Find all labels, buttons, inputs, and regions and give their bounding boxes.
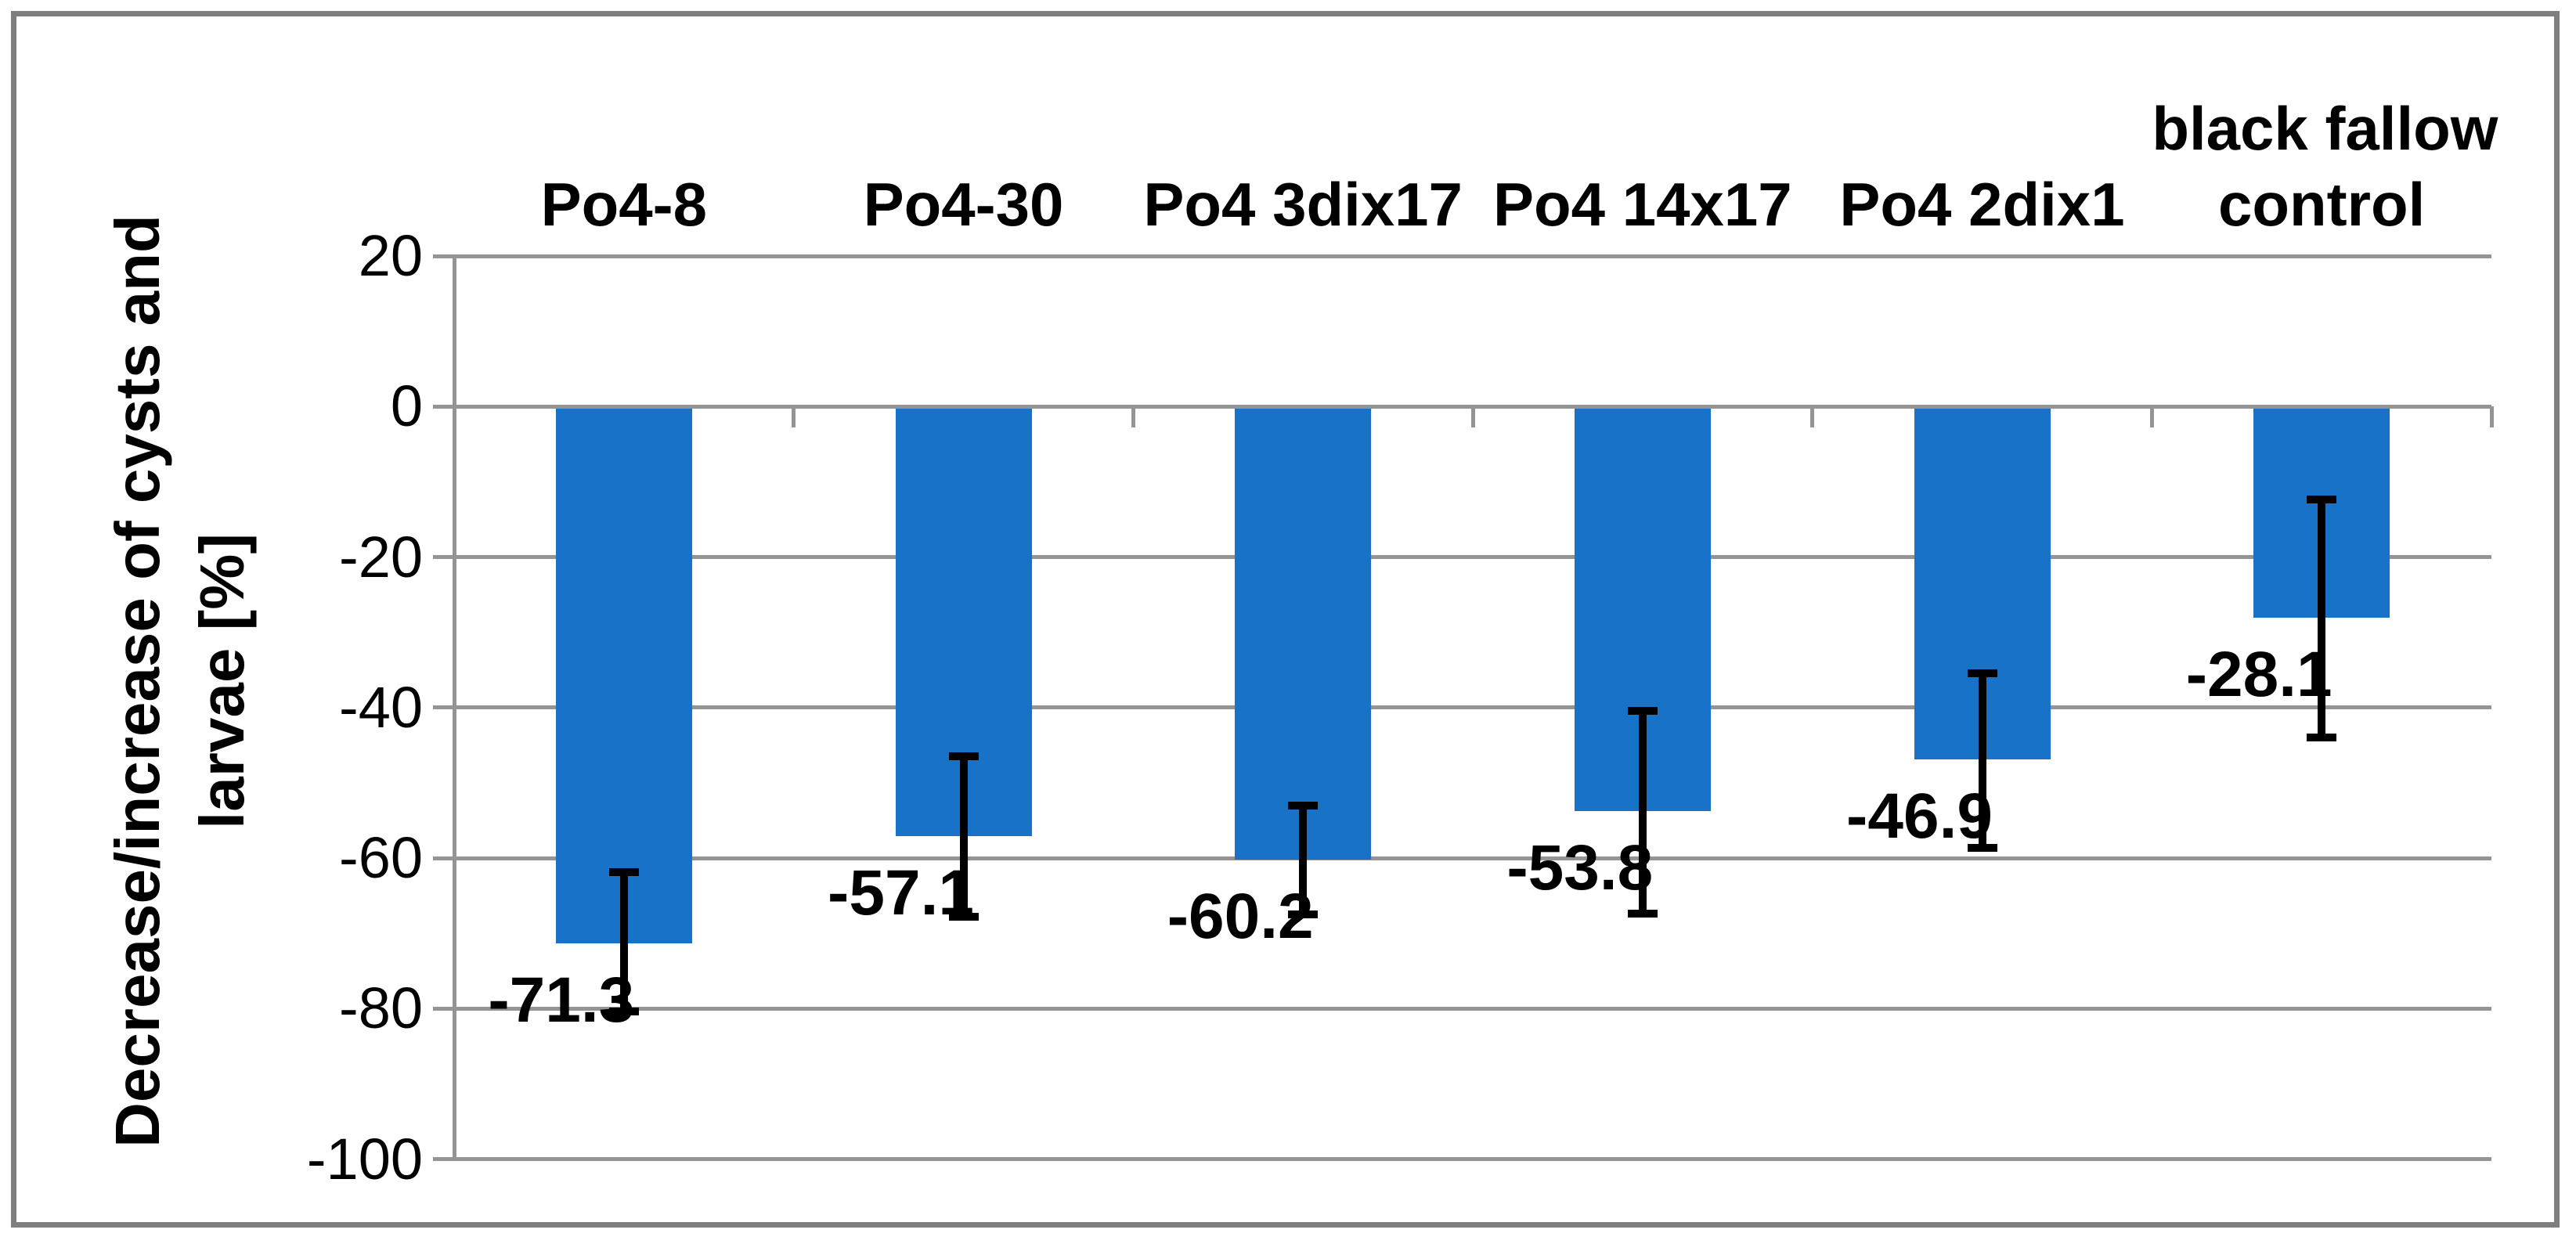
ytick-label--20: -20 [339, 524, 423, 590]
error-bar-line-po4-3dix17 [1299, 805, 1308, 915]
category-label-black-fallow-control-line-1: black fallow [2152, 94, 2498, 163]
y-axis-line [452, 256, 456, 1159]
error-bar-cap-bottom-po4-3dix17 [1288, 910, 1319, 919]
data-label-po4-14x17: -53.8 [1506, 832, 1654, 904]
category-tick-mark-2 [1131, 406, 1135, 428]
error-bar-cap-top-po4-3dix17 [1288, 801, 1319, 810]
chart-outer-border [11, 11, 2560, 1228]
category-tick-mark-4 [1810, 406, 1815, 428]
gridline-y--40 [454, 705, 2491, 710]
category-label-po4-8-line-1: Po4-8 [540, 170, 708, 239]
ytick-label-20: 20 [358, 223, 423, 288]
error-bar-cap-bottom-po4-2dix1 [1967, 843, 1997, 852]
error-bar-cap-top-po4-2dix1 [1967, 669, 1997, 677]
error-bar-line-black-fallow-control [2318, 499, 2326, 738]
category-label-po4-14x17-line-1: Po4 14x17 [1493, 170, 1792, 239]
error-bar-line-po4-2dix1 [1978, 672, 1986, 848]
ytick-mark-0 [433, 404, 454, 409]
data-label-po4-30: -57.1 [828, 857, 974, 929]
ytick-mark--100 [433, 1157, 454, 1161]
category-label-po4-2dix1: Po4 2dix1 [1813, 167, 2152, 243]
gridline-y--20 [454, 555, 2491, 559]
error-bar-cap-bottom-po4-8 [608, 1008, 639, 1016]
category-label-po4-2dix1-line-1: Po4 2dix1 [1839, 170, 2125, 239]
error-bar-cap-top-po4-30 [948, 752, 979, 761]
ytick-mark--40 [433, 705, 454, 710]
error-bar-cap-bottom-po4-30 [948, 912, 979, 921]
error-bar-line-po4-30 [959, 756, 968, 917]
error-bar-line-po4-8 [619, 872, 628, 1012]
error-bar-cap-bottom-black-fallow-control [2307, 734, 2337, 742]
error-bar-cap-top-po4-14x17 [1627, 706, 1658, 715]
ytick-label--80: -80 [339, 975, 423, 1041]
ytick-mark--20 [433, 555, 454, 559]
ytick-label--100: -100 [306, 1126, 423, 1192]
category-label-po4-8: Po4-8 [454, 167, 794, 243]
error-bar-cap-top-po4-8 [608, 868, 639, 877]
data-label-po4-2dix1: -46.9 [1846, 781, 1993, 853]
category-label-po4-14x17: Po4 14x17 [1473, 167, 1813, 243]
category-label-po4-3dix17-line-1: Po4 3dix17 [1143, 170, 1463, 239]
bar-po4-8 [555, 408, 692, 943]
gridline-y--60 [454, 856, 2491, 860]
category-label-po4-30: Po4-30 [794, 167, 1134, 243]
category-tick-mark-3 [1470, 406, 1475, 428]
error-bar-cap-bottom-po4-14x17 [1627, 910, 1658, 918]
data-label-black-fallow-control: -28.1 [2185, 639, 2332, 711]
ytick-mark-20 [433, 254, 454, 258]
ytick-mark--60 [433, 856, 454, 860]
ytick-mark--80 [433, 1006, 454, 1011]
category-tick-mark-0 [452, 406, 456, 428]
category-label-po4-30-line-1: Po4-30 [863, 170, 1064, 239]
category-label-black-fallow-control: black fallow control [2152, 91, 2498, 243]
bar-po4-3dix17 [1235, 408, 1372, 860]
error-bar-cap-top-black-fallow-control [2307, 496, 2337, 504]
gridline-y--100 [454, 1157, 2491, 1161]
category-tick-mark-5 [2149, 406, 2154, 428]
ytick-label-0: 0 [390, 373, 423, 439]
category-tick-mark-1 [792, 406, 796, 428]
category-label-black-fallow-control-line-2: control [2217, 170, 2426, 239]
data-label-po4-3dix17: -60.2 [1167, 880, 1314, 952]
category-label-po4-3dix17: Po4 3dix17 [1133, 167, 1473, 243]
ytick-label--60: -60 [339, 825, 423, 890]
category-tick-mark-6 [2489, 406, 2494, 428]
ytick-label--40: -40 [339, 674, 423, 740]
gridline-y--80 [454, 1006, 2491, 1011]
data-label-po4-8: -71.3 [488, 964, 635, 1036]
gridline-y-20 [454, 254, 2491, 258]
error-bar-line-po4-14x17 [1638, 710, 1647, 914]
